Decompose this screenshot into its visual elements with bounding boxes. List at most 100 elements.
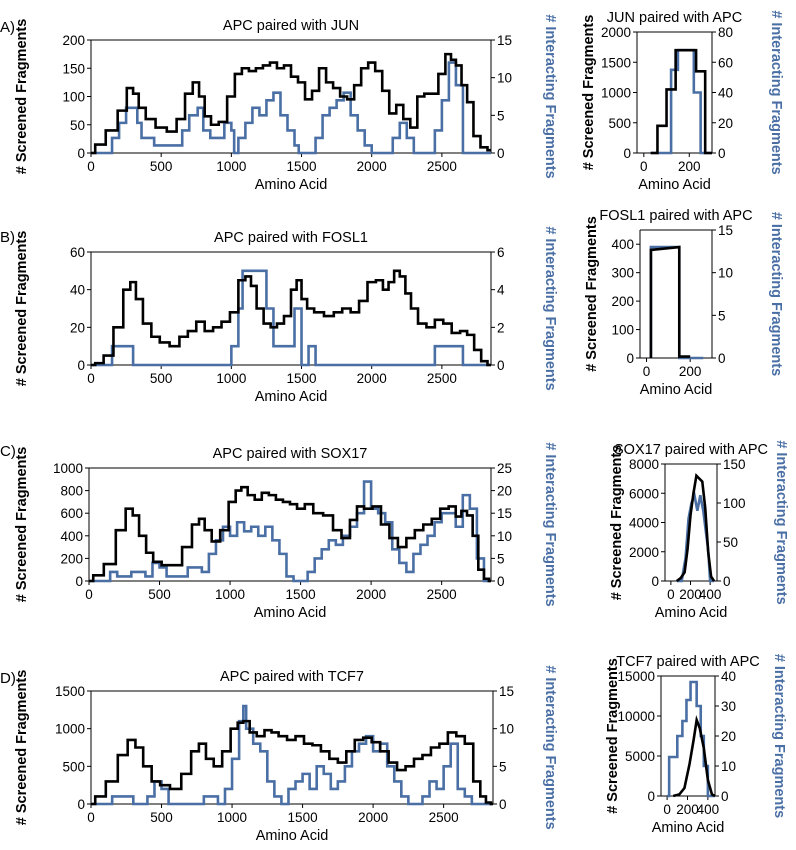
left-tick-label: 1000 (601, 86, 631, 101)
chart-main-2: 0 500 1000 1500 2000 2500 0 200 400 600 800 1000 0 5 1… (14, 442, 558, 621)
x-axis-label: Amino Acid (652, 820, 725, 836)
x-tick-label: 500 (150, 159, 173, 174)
left-tick-label: 10000 (617, 709, 655, 724)
chart-title: JUN paired with APC (607, 10, 742, 26)
right-tick-label: 0 (497, 574, 505, 589)
x-tick-label: 2500 (429, 810, 459, 825)
right-y-axis-label: # Interacting Fragments (768, 10, 784, 174)
right-y-axis-label: # Interacting Fragments (773, 440, 789, 604)
x-tick-label: 500 (148, 587, 171, 602)
screened-fragments-series (89, 485, 491, 583)
right-y-axis-label: # Interacting Fragments (542, 226, 558, 390)
x-tick-label: 1500 (287, 159, 317, 174)
left-tick-label: 8000 (629, 457, 659, 472)
right-tick-label: 0 (723, 574, 731, 589)
panel-label: B) (0, 229, 15, 246)
right-tick-label: 0 (499, 797, 507, 812)
right-y-axis-label: # Interacting Fragments (771, 654, 787, 818)
x-tick-label: 200 (679, 364, 702, 379)
left-tick-label: 100 (611, 323, 634, 338)
right-tick-label: 15 (718, 223, 733, 238)
interacting-fragments-series (649, 245, 704, 360)
left-tick-label: 0 (77, 358, 85, 373)
right-tick-label: 10 (499, 722, 514, 737)
right-tick-label: 40 (718, 86, 733, 101)
x-tick-label: 2500 (427, 159, 457, 174)
left-tick-label: 200 (611, 294, 634, 309)
screened-fragments-series (91, 269, 491, 367)
x-tick-label: 1500 (287, 371, 317, 386)
right-tick-label: 0 (497, 146, 505, 161)
right-tick-label: 15 (499, 684, 514, 699)
x-tick-label: 2000 (357, 371, 387, 386)
left-tick-label: 500 (608, 116, 631, 131)
left-tick-label: 600 (60, 506, 83, 521)
right-tick-label: 15 (497, 506, 512, 521)
right-tick-label: 150 (723, 457, 746, 472)
left-y-axis-label: # Screened Fragments (605, 658, 621, 814)
right-tick-label: 40 (721, 669, 736, 684)
right-tick-label: 25 (497, 461, 512, 476)
right-y-axis-label: # Interacting Fragments (542, 442, 558, 606)
x-tick-label: 0 (85, 587, 93, 602)
chart-title: APC paired with SOX17 (213, 446, 368, 462)
left-tick-label: 0 (623, 146, 631, 161)
screened-fragments-series (649, 245, 691, 358)
right-tick-label: 5 (499, 759, 507, 774)
right-tick-label: 80 (718, 25, 733, 40)
screened-fragments-series (675, 473, 716, 583)
chart-title: APC paired with JUN (223, 18, 359, 34)
left-tick-label: 20 (70, 320, 85, 335)
left-tick-label: 500 (62, 759, 85, 774)
left-y-axis-label: # Screened Fragments (14, 670, 30, 826)
x-tick-label: 1500 (288, 810, 318, 825)
left-y-axis-label: # Screened Fragments (581, 15, 597, 171)
panel-label: C) (0, 443, 16, 460)
x-tick-label: 0 (663, 802, 671, 817)
right-tick-label: 10 (497, 529, 512, 544)
right-tick-label: 2 (497, 320, 505, 335)
interacting-fragments-series (91, 704, 493, 806)
left-tick-label: 0 (77, 797, 85, 812)
x-tick-label: 500 (150, 371, 173, 386)
right-tick-label: 10 (718, 266, 733, 281)
x-tick-label: 1000 (217, 810, 247, 825)
left-tick-label: 6000 (629, 486, 659, 501)
right-y-axis-label: # Interacting Fragments (542, 14, 558, 178)
right-tick-label: 10 (497, 71, 512, 86)
x-tick-label: 1500 (286, 587, 316, 602)
left-y-axis-label: # Screened Fragments (14, 231, 30, 387)
left-y-axis-label: # Screened Fragments (584, 216, 600, 372)
left-tick-label: 300 (611, 266, 634, 281)
left-tick-label: 0 (626, 351, 634, 366)
x-tick-label: 1000 (216, 159, 246, 174)
chart-title: SOX17 paired with APC (614, 442, 768, 458)
right-tick-label: 100 (723, 496, 746, 511)
right-tick-label: 5 (497, 551, 505, 566)
right-tick-label: 0 (718, 351, 726, 366)
x-tick-label: 1000 (215, 587, 245, 602)
right-tick-label: 20 (497, 484, 512, 499)
x-tick-label: 200 (678, 159, 701, 174)
x-axis-label: Amino Acid (256, 828, 329, 844)
left-tick-label: 1500 (55, 684, 85, 699)
left-y-axis-label: # Screened Fragments (14, 19, 30, 175)
chart-title: TCF7 paired with APC (616, 654, 759, 670)
left-tick-label: 400 (611, 237, 634, 252)
right-tick-label: 50 (723, 535, 738, 550)
interacting-fragments-series (650, 48, 712, 155)
chart-title: FOSL1 paired with APC (599, 208, 752, 224)
x-tick-label: 0 (87, 810, 95, 825)
right-tick-label: 0 (721, 789, 729, 804)
left-tick-label: 0 (75, 574, 83, 589)
x-tick-label: 2500 (427, 587, 457, 602)
panel-label: A) (0, 19, 15, 36)
interacting-fragments-series (89, 480, 491, 583)
left-tick-label: 150 (62, 61, 85, 76)
left-tick-label: 0 (651, 574, 659, 589)
left-tick-label: 60 (70, 245, 85, 260)
